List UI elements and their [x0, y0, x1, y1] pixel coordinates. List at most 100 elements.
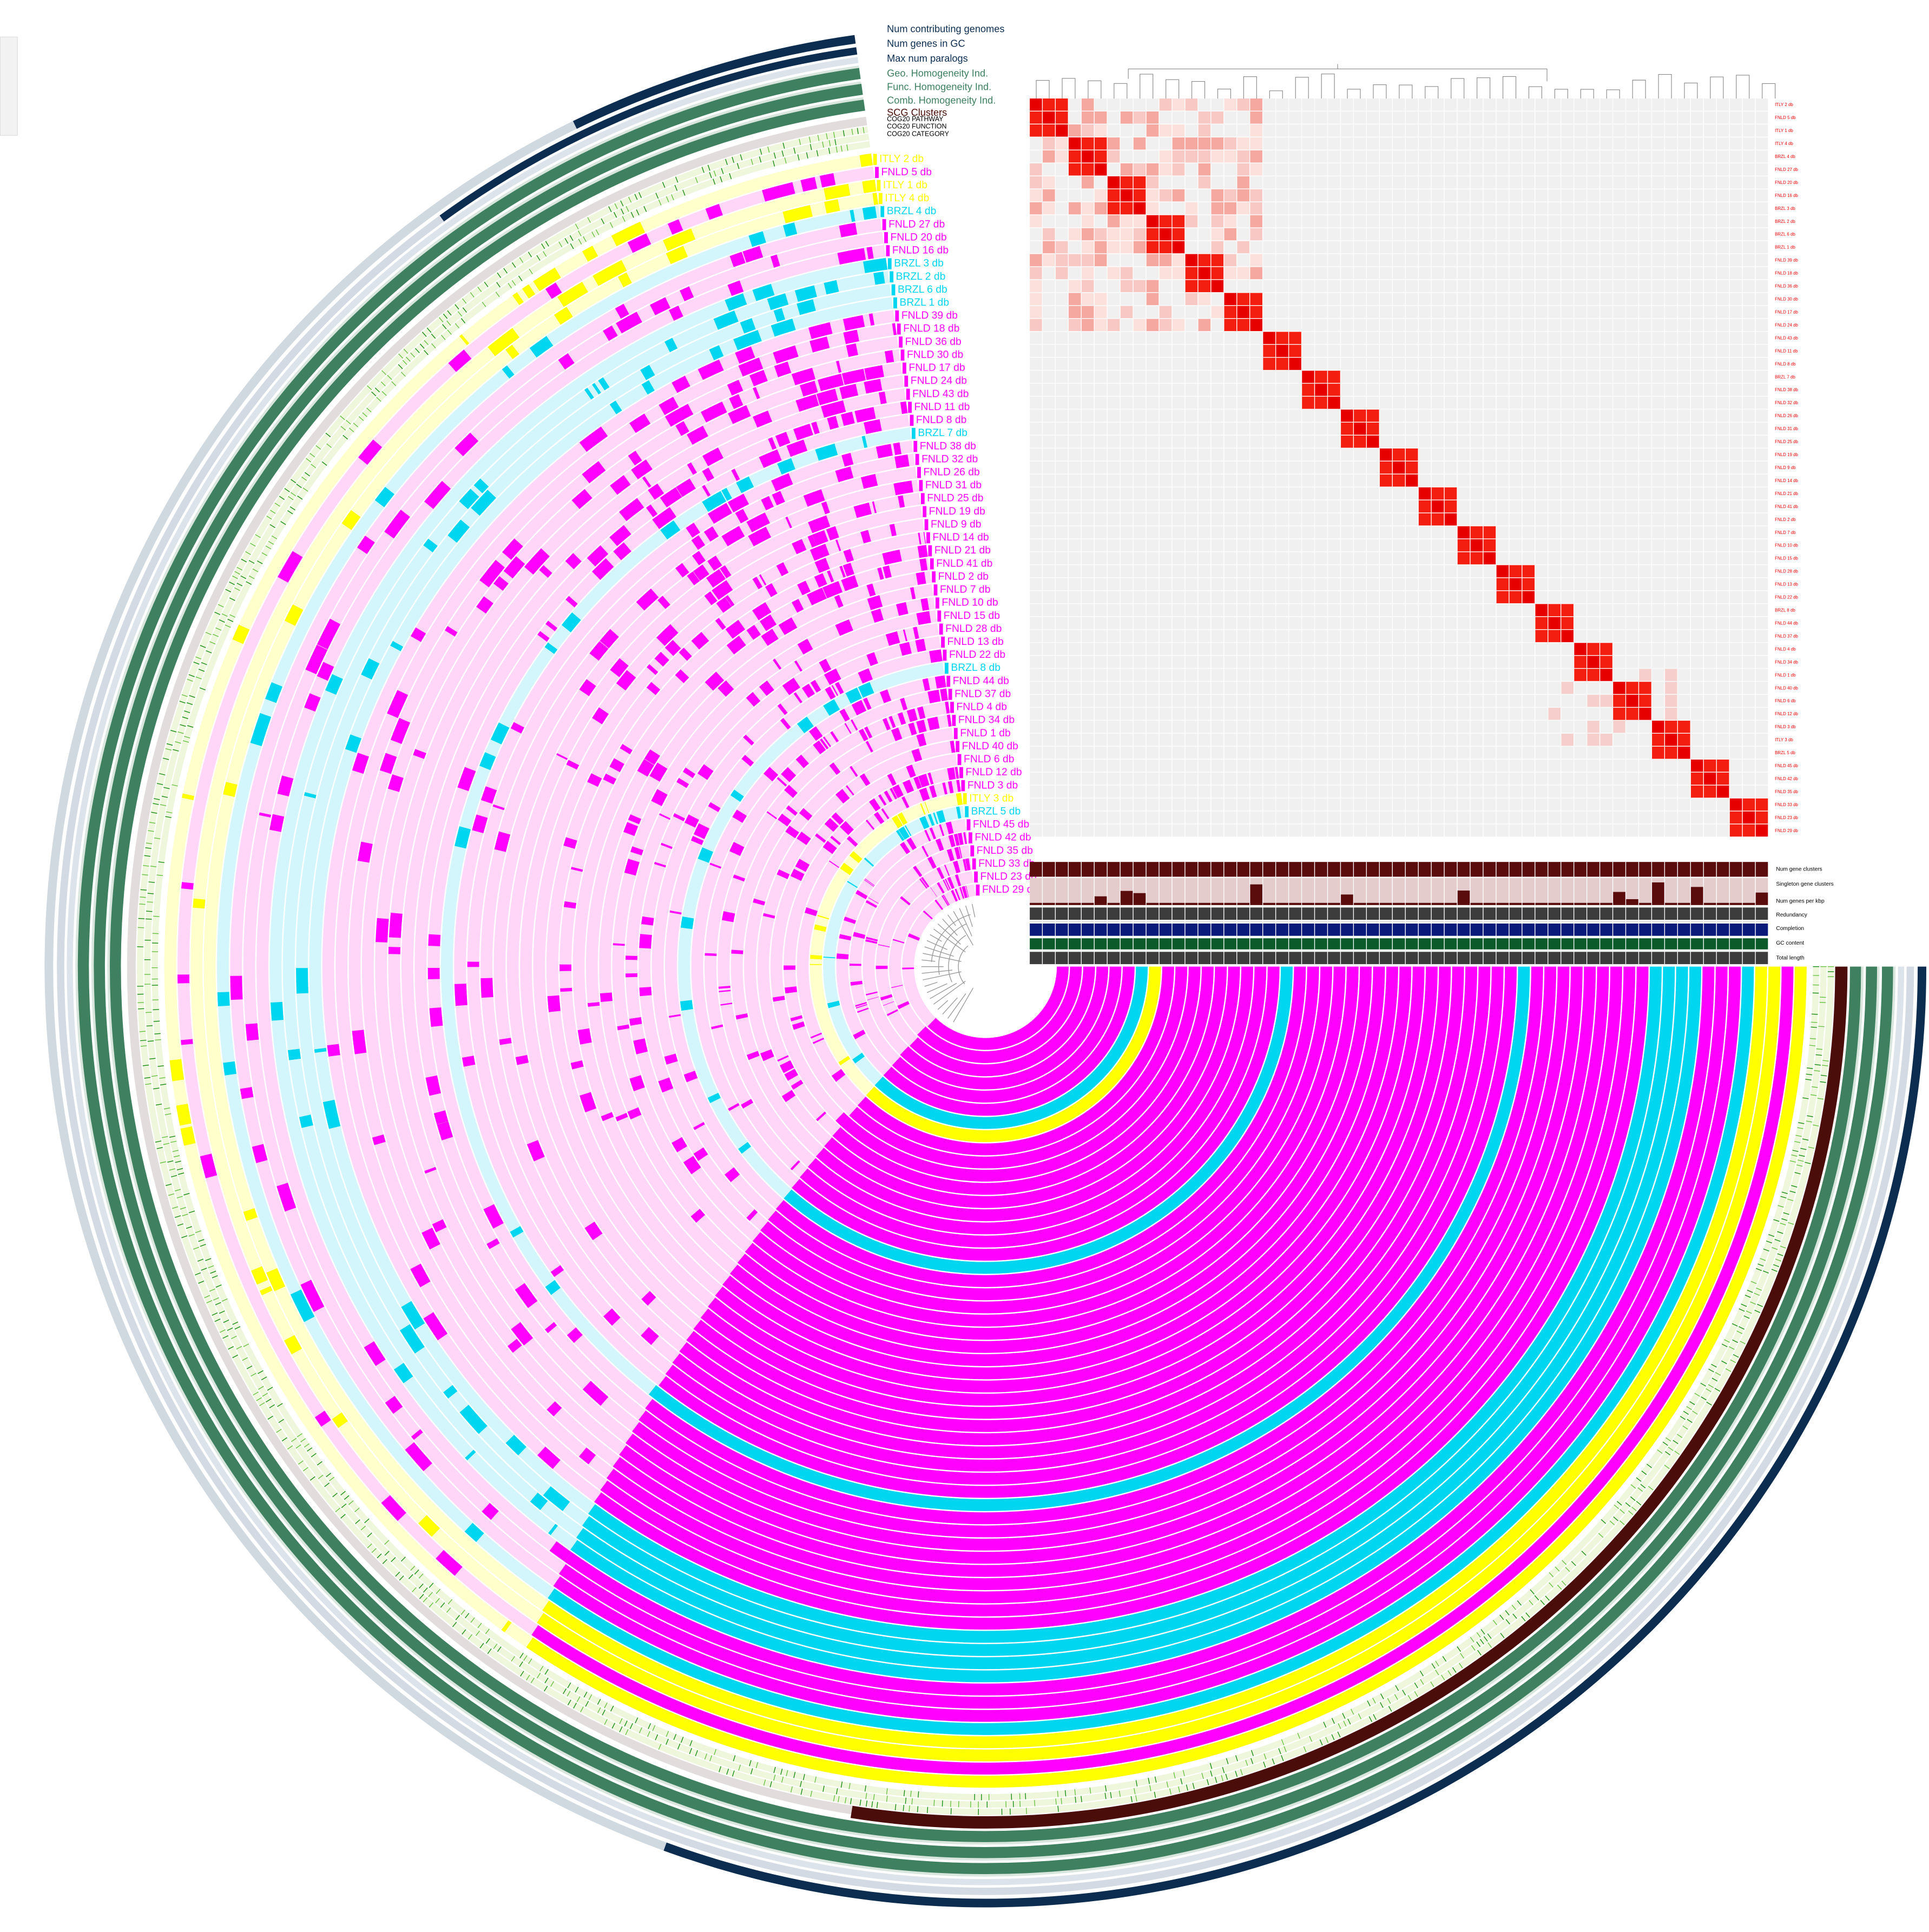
accessory-presence: [942, 782, 947, 795]
heatmap-cell: [1678, 513, 1690, 526]
heatmap-cell: [1587, 306, 1599, 318]
heatmap-cell: [1146, 111, 1159, 124]
heatmap-cell: [1367, 280, 1379, 293]
heatmap-cell: [1470, 656, 1483, 668]
cog-stripe: [1794, 1172, 1801, 1175]
heatmap-cell: [1652, 695, 1664, 707]
heatmap-cell: [1289, 124, 1301, 137]
heatmap-cell: [1120, 656, 1133, 668]
heatmap-cell: [1522, 772, 1535, 785]
heatmap-cell: [1315, 241, 1327, 254]
heatmap-cell: [1457, 759, 1470, 772]
heatmap-cell: [1068, 565, 1081, 578]
heatmap-cell: [1107, 539, 1120, 552]
heatmap-cell: [1289, 397, 1301, 409]
accessory-presence: [240, 1087, 254, 1099]
heatmap-cell: [1444, 176, 1457, 189]
heatmap-cell: [1561, 215, 1574, 228]
heatmap-cell: [1703, 695, 1716, 707]
heatmap-cell: [1133, 759, 1146, 772]
heatmap-cell: [1120, 345, 1133, 357]
heatmap-cell: [1030, 423, 1042, 435]
heatmap-cell: [1483, 254, 1496, 267]
cog-stripe: [213, 1297, 219, 1301]
heatmap-cell: [1639, 358, 1651, 370]
heatmap-cell: [1094, 656, 1107, 668]
heatmap-cell: [1431, 215, 1444, 228]
accessory-presence: [863, 697, 872, 710]
heatmap-cell: [1328, 241, 1340, 254]
heatmap-cell: [1133, 410, 1146, 422]
heatmap-cell: [1263, 397, 1275, 409]
cog-stripe: [497, 272, 502, 278]
heatmap-cell: [1496, 202, 1509, 215]
heatmap-cell: [1198, 202, 1211, 215]
heatmap-cell: [1081, 306, 1094, 318]
heatmap-cell: [1107, 371, 1120, 383]
cog-stripe: [583, 1691, 588, 1698]
heatmap-cell: [1755, 98, 1768, 111]
accessory-presence: [834, 682, 844, 695]
heatmap-cell: [1159, 565, 1172, 578]
heatmap-cell: [1276, 435, 1288, 448]
accessory-presence: [545, 1280, 561, 1295]
heatmap-cell: [1703, 150, 1716, 163]
heatmap-cell: [1535, 746, 1548, 759]
accessory-presence: [942, 895, 949, 906]
heatmap-cell: [1146, 423, 1159, 435]
heatmap-cell: [1289, 746, 1301, 759]
heatmap-cell: [1172, 759, 1185, 772]
cog-stripe: [1665, 1451, 1671, 1455]
accessory-presence: [648, 483, 664, 500]
heatmap-cell: [1729, 397, 1742, 409]
heatmap-cell: [1561, 306, 1574, 318]
heatmap-cell: [1470, 215, 1483, 228]
accessory-presence: [768, 437, 777, 450]
heatmap-cell: [1652, 552, 1664, 565]
heatmap-cell: [1587, 474, 1599, 487]
heatmap-cell: [1509, 228, 1522, 241]
cog-stripe: [151, 812, 157, 814]
heatmap-cell: [1250, 487, 1262, 500]
cog-stripe: [578, 239, 582, 245]
accessory-presence: [615, 304, 629, 319]
cog-stripe: [1762, 1270, 1769, 1274]
heatmap-cell: [1185, 423, 1198, 435]
heatmap-cell: [1107, 526, 1120, 539]
cog-stripe: [1283, 1746, 1287, 1752]
heatmap-cell: [1211, 772, 1224, 785]
accessory-presence: [510, 1226, 524, 1238]
cog-stripe: [223, 1320, 229, 1323]
heatmap-cell: [1509, 643, 1522, 655]
accessory-presence: [609, 525, 631, 546]
heatmap-cell: [1081, 461, 1094, 474]
heatmap-cell: [1043, 539, 1055, 552]
heatmap-cell: [1703, 617, 1716, 629]
heatmap-cell: [1431, 150, 1444, 163]
heatmap-cell: [1302, 306, 1314, 318]
cog-stripe: [591, 231, 595, 238]
heatmap-cell: [1535, 345, 1548, 357]
heatmap-cell: [1457, 98, 1470, 111]
heatmap-cell: [1107, 643, 1120, 655]
genome-label-swatch: [900, 350, 905, 361]
heatmap-cell: [1639, 785, 1651, 798]
heatmap-cell: [1561, 591, 1574, 604]
heatmap-cell: [1341, 746, 1353, 759]
heatmap-cell: [1639, 604, 1651, 617]
cog-stripe: [205, 631, 212, 635]
heatmap-cell: [1444, 682, 1457, 694]
heatmap-cell: [1107, 111, 1120, 124]
heatmap-cell: [1056, 669, 1068, 681]
heatmap-cell: [1392, 448, 1405, 461]
heatmap-cell: [1405, 137, 1418, 150]
heatmap-cell: [1107, 306, 1120, 318]
heatmap-cell: [1548, 617, 1561, 629]
heatmap-cell: [1354, 435, 1366, 448]
cog-stripe: [182, 716, 188, 720]
heatmap-cell: [1276, 371, 1288, 383]
heatmap-cell: [1043, 189, 1055, 202]
cog-stripe: [511, 1656, 515, 1662]
heatmap-cell: [1457, 746, 1470, 759]
heatmap-cell: [1587, 202, 1599, 215]
